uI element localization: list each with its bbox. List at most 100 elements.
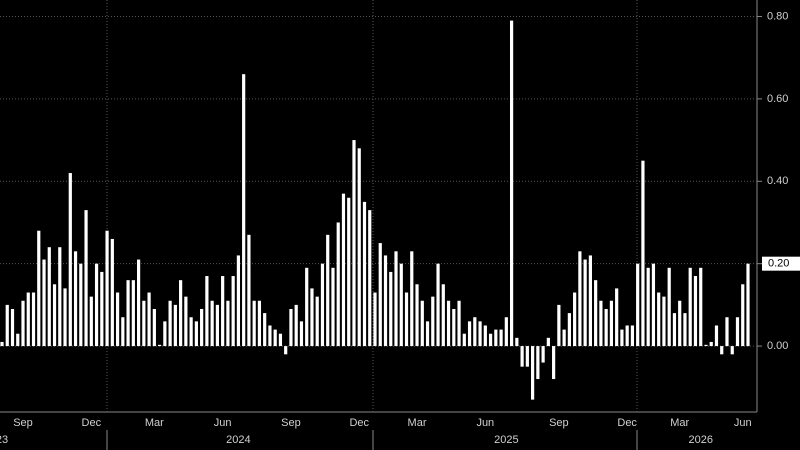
bar [525, 346, 529, 367]
bar [189, 317, 193, 347]
bar [231, 276, 235, 347]
bar [63, 288, 67, 347]
y-tick-label: 0.80 [767, 10, 788, 22]
x-tick-label: Dec [349, 417, 369, 429]
bar [320, 263, 325, 347]
bar [252, 300, 256, 347]
bar [121, 317, 125, 347]
x-tick-label: Mar [145, 417, 164, 429]
bar [152, 309, 156, 347]
bar [326, 234, 330, 347]
bar [504, 317, 508, 347]
y-tick-label: 0.60 [767, 93, 788, 105]
bar [704, 344, 708, 347]
bar [457, 300, 461, 347]
x-tick-label: Mar [670, 417, 689, 429]
bar [693, 276, 698, 347]
bar [273, 329, 277, 347]
bar [410, 251, 414, 347]
x-tick-label: Sep [549, 417, 569, 429]
last-value-label: 0.20 [768, 258, 789, 270]
year-label: 2026 [688, 434, 712, 446]
bar [594, 280, 598, 347]
bar [284, 346, 288, 355]
bar [89, 296, 93, 347]
x-tick-label: Sep [281, 417, 301, 429]
bar [494, 329, 498, 347]
bar [37, 230, 41, 347]
bar [394, 251, 398, 347]
bar [336, 222, 340, 347]
bar [110, 238, 114, 347]
bar [184, 296, 188, 347]
bar [168, 300, 172, 347]
bar [436, 263, 440, 347]
bar [615, 288, 619, 347]
bar [720, 346, 724, 355]
bar [499, 329, 503, 347]
bar [557, 304, 561, 347]
bar [415, 284, 419, 347]
bar [226, 300, 230, 347]
bar [242, 74, 246, 347]
bar [588, 255, 592, 347]
bar [373, 292, 377, 347]
bar [205, 276, 209, 347]
bar [289, 309, 293, 347]
bar [368, 210, 372, 347]
bar [58, 247, 62, 347]
bar [651, 263, 656, 347]
bar [641, 160, 645, 347]
bar [399, 263, 403, 347]
bar [683, 313, 687, 347]
bar [100, 271, 104, 347]
bar [741, 284, 745, 347]
bar [599, 300, 603, 347]
bar [509, 20, 514, 347]
bar [352, 140, 356, 347]
bar [667, 267, 671, 347]
bar [714, 325, 719, 347]
bar [136, 259, 141, 347]
bar [562, 329, 566, 347]
bar [341, 193, 346, 347]
bar [94, 263, 99, 347]
last-value-box [762, 256, 800, 271]
bar [236, 255, 241, 347]
bar [552, 346, 556, 380]
bar [173, 304, 177, 347]
year-label: 23 [0, 434, 8, 446]
bar [142, 300, 146, 347]
bar [546, 337, 550, 347]
bar [305, 267, 309, 347]
bar [247, 234, 251, 347]
x-tick-label: Sep [13, 417, 33, 429]
bar [5, 304, 9, 347]
bar [688, 267, 692, 347]
x-tick-label: Jun [214, 417, 232, 429]
x-tick-label: Dec [617, 417, 637, 429]
bar [131, 280, 135, 347]
bar [709, 341, 713, 347]
bar [478, 321, 482, 347]
bar [16, 333, 20, 347]
bar [583, 259, 587, 347]
bar [31, 292, 36, 347]
bar [0, 341, 4, 347]
bar [735, 317, 740, 347]
x-tick-label: Jun [734, 417, 752, 429]
bar [105, 230, 109, 347]
x-tick-label: Jun [476, 417, 494, 429]
bar [725, 317, 729, 347]
bar [441, 284, 445, 347]
bar [483, 325, 487, 347]
bar [699, 267, 703, 347]
year-separators [106, 430, 638, 450]
bar [126, 280, 130, 347]
bar [10, 309, 15, 347]
bar [531, 346, 535, 400]
bar [378, 243, 382, 347]
bar [520, 346, 524, 367]
bar [278, 333, 283, 347]
